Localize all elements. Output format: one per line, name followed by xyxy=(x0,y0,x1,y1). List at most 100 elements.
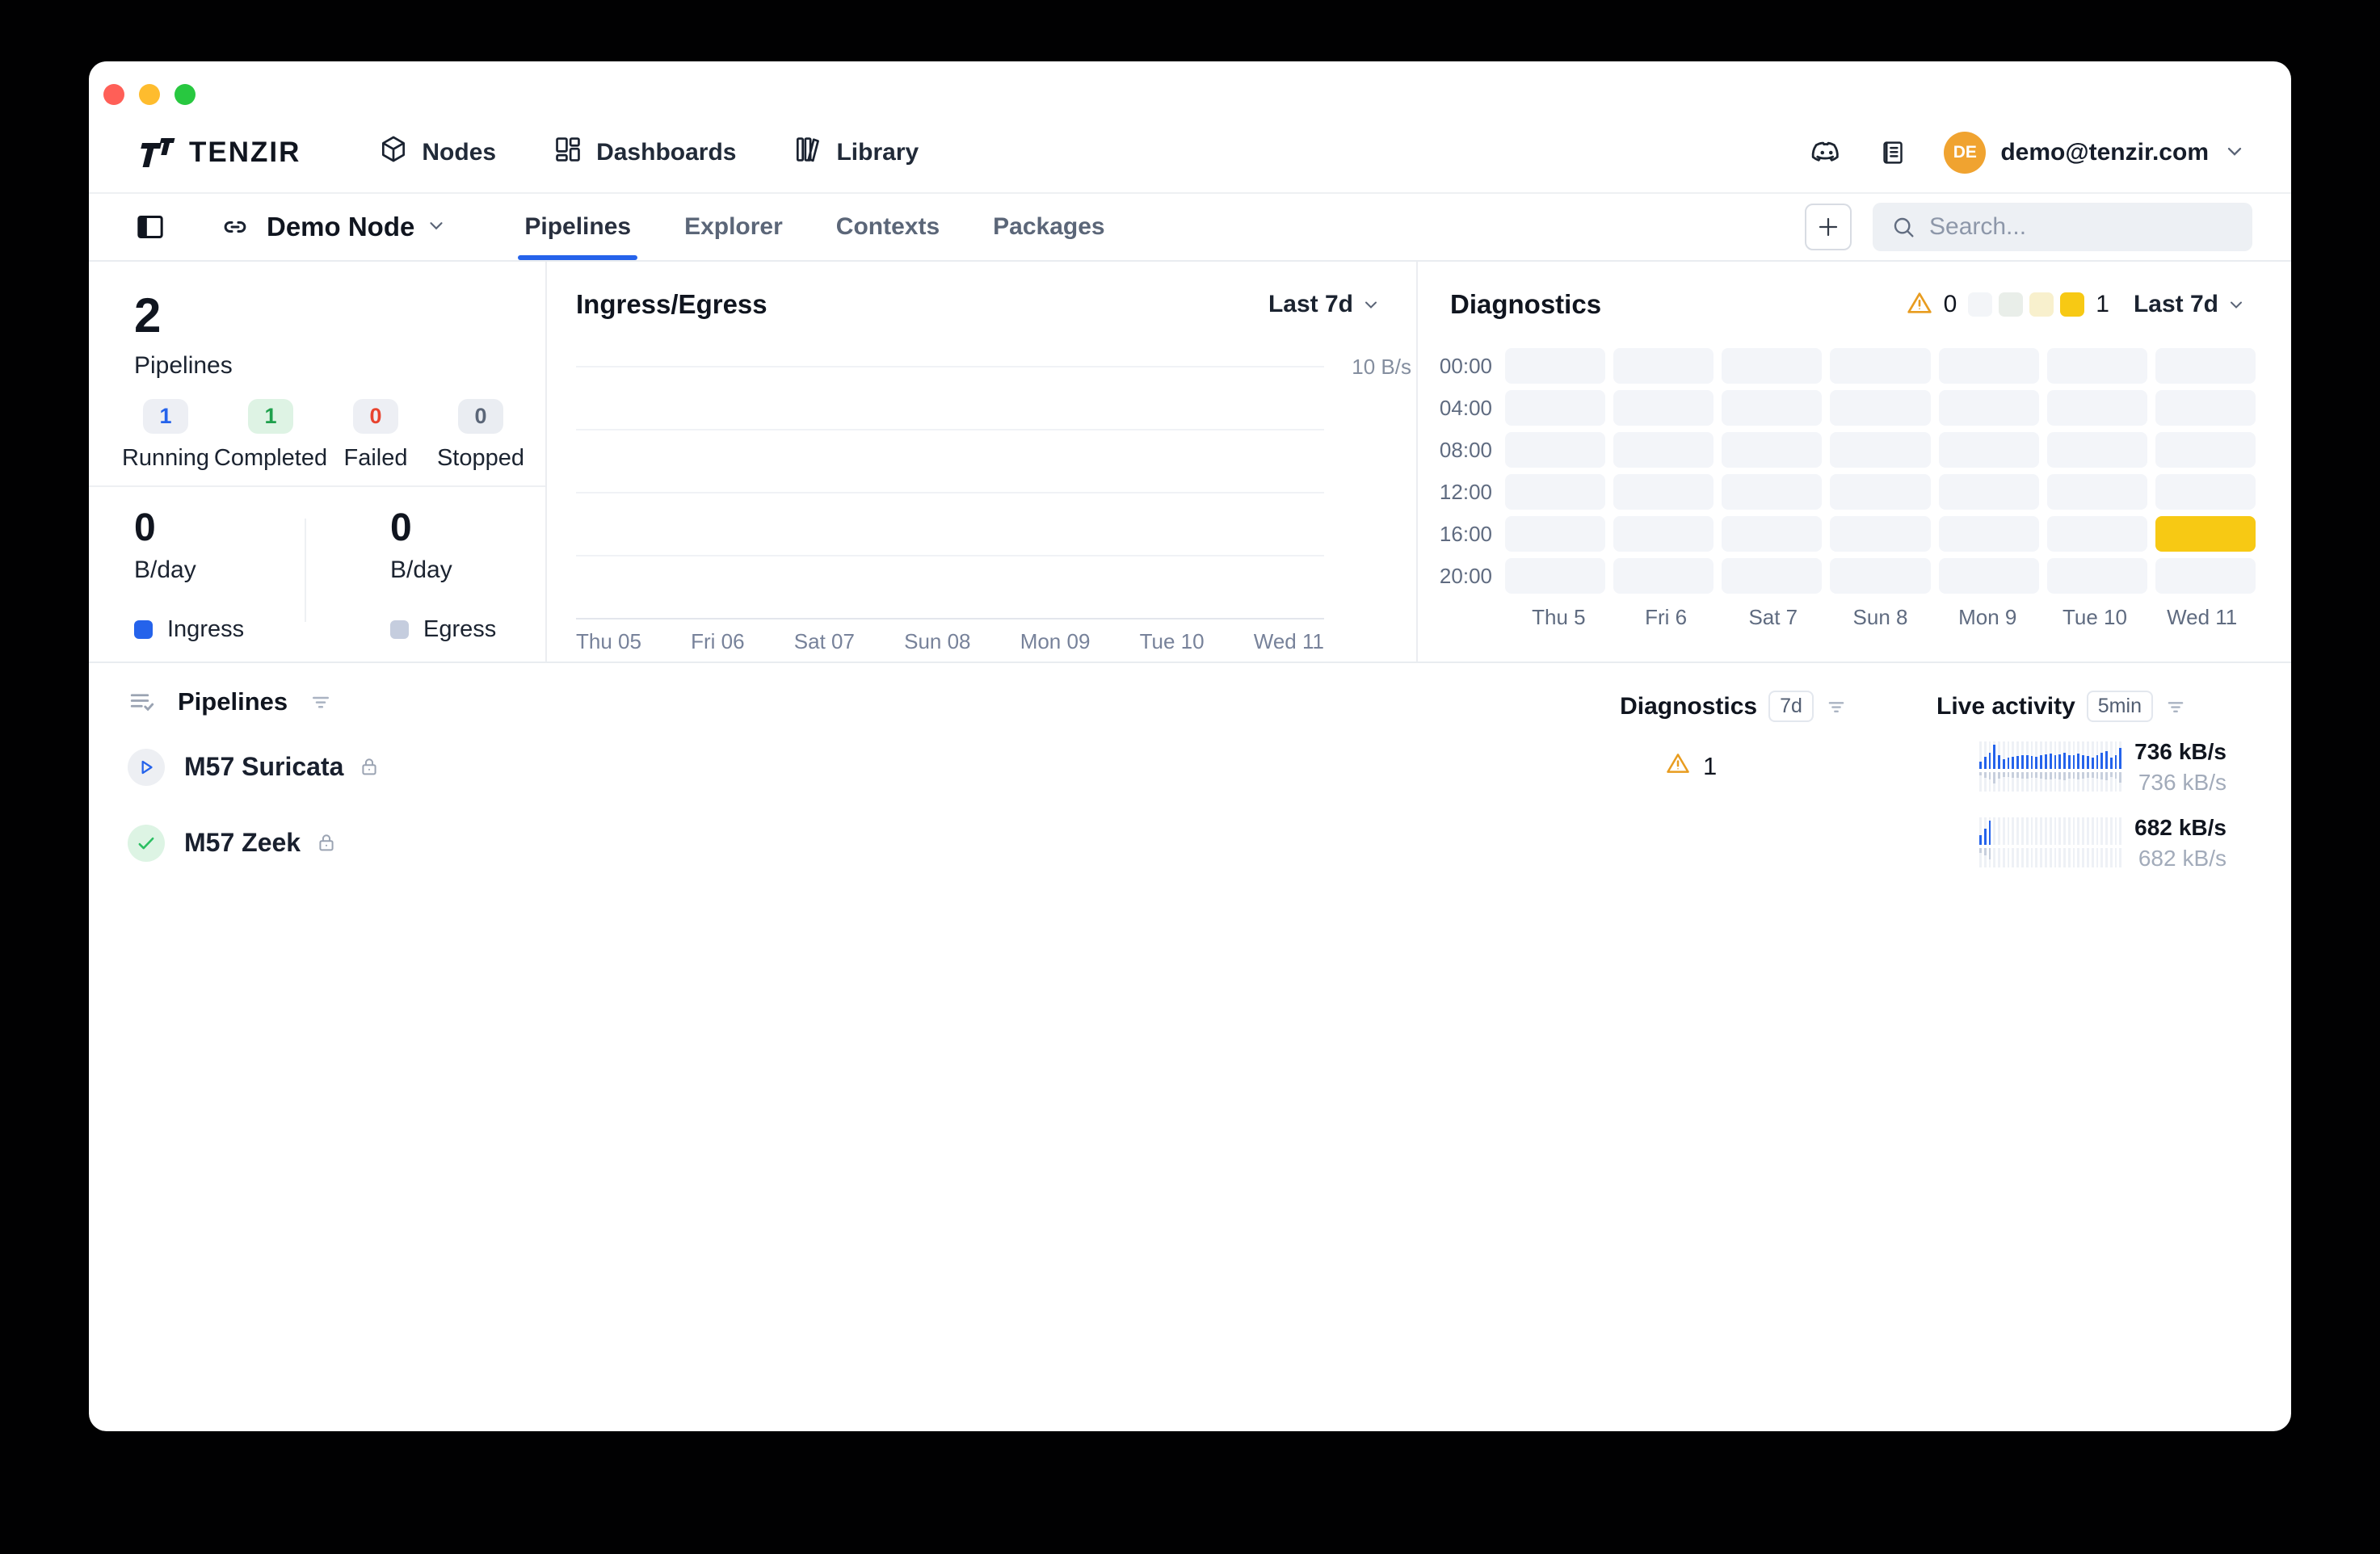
diagnostics-panel: Diagnostics 0 1 Last 7d xyxy=(1416,262,2291,662)
select-all-icon[interactable] xyxy=(128,687,157,716)
diagnostics-cell[interactable] xyxy=(1505,390,1606,426)
user-menu[interactable]: DE demo@tenzir.com xyxy=(1944,132,2246,174)
diagnostics-cell[interactable] xyxy=(1613,558,1714,594)
diagnostics-cell[interactable] xyxy=(1830,516,1931,552)
diagnostics-cell[interactable] xyxy=(1722,516,1823,552)
diagnostics-cell[interactable] xyxy=(1505,474,1606,510)
diagnostics-cell[interactable] xyxy=(1613,474,1714,510)
status-completed: 1 Completed xyxy=(214,399,327,472)
warning-count: 1 xyxy=(1703,752,1718,780)
filter-icon[interactable] xyxy=(1825,695,1848,718)
diagnostics-cell[interactable] xyxy=(1938,348,2039,384)
diagnostics-cell[interactable] xyxy=(1613,390,1714,426)
diagnostics-cell[interactable] xyxy=(2046,558,2147,594)
pipeline-count: 2 xyxy=(134,288,162,342)
x-tick: Sat 07 xyxy=(793,629,855,653)
diagnostics-cell[interactable] xyxy=(2155,432,2256,468)
diagnostics-cell[interactable] xyxy=(1722,474,1823,510)
add-pipeline-button[interactable] xyxy=(1805,204,1852,250)
nav-item-nodes[interactable]: Nodes xyxy=(378,134,496,171)
diagnostics-cell[interactable] xyxy=(1830,348,1931,384)
node-selector[interactable]: Demo Node xyxy=(220,212,447,242)
status-stopped: 0 Stopped xyxy=(428,399,533,472)
chart-range-select[interactable]: Last 7d xyxy=(1268,291,1381,318)
x-tick: Mon 09 xyxy=(1020,629,1091,653)
diagnostics-cell[interactable] xyxy=(1938,432,2039,468)
diagnostics-cell[interactable] xyxy=(2046,432,2147,468)
diagnostics-cell[interactable] xyxy=(1505,558,1606,594)
diagnostics-cell[interactable] xyxy=(2046,348,2147,384)
diagnostics-cell[interactable] xyxy=(2046,516,2147,552)
diagnostics-cell[interactable] xyxy=(2155,390,2256,426)
main-nav: Nodes Dashboards Library xyxy=(378,134,919,171)
diagnostics-cell[interactable] xyxy=(2155,348,2256,384)
diagnostics-cell[interactable] xyxy=(1938,390,2039,426)
tab-pipelines[interactable]: Pipelines xyxy=(518,194,637,260)
diagnostics-title: Diagnostics xyxy=(1450,289,1602,319)
status-label: Running xyxy=(121,445,210,471)
diagnostics-cell[interactable] xyxy=(2155,558,2256,594)
close-window-button[interactable] xyxy=(103,84,124,105)
legend-egress: Egress xyxy=(390,616,496,643)
diagnostics-cell[interactable] xyxy=(2155,474,2256,510)
heatmap-col-label: Tue 10 xyxy=(2062,605,2127,629)
diagnostics-heatmap-row: 04:00 xyxy=(1418,390,2256,426)
play-icon[interactable] xyxy=(128,749,165,786)
diagnostics-heatmap-row: 20:00 xyxy=(1418,558,2256,594)
diagnostics-scale-swatch xyxy=(1999,292,2024,317)
diagnostics-cell[interactable] xyxy=(2046,474,2147,510)
x-tick: Wed 11 xyxy=(1253,629,1324,653)
nav-item-dashboards[interactable]: Dashboards xyxy=(553,134,736,171)
header-right: DE demo@tenzir.com xyxy=(1810,132,2246,174)
diagnostics-cell[interactable] xyxy=(1613,516,1714,552)
zoom-window-button[interactable] xyxy=(175,84,196,105)
pipeline-row[interactable]: M57 Suricata 1 736 kB/s 736 kB/s xyxy=(89,729,2291,804)
diagnostics-cell[interactable] xyxy=(1830,474,1931,510)
user-email: demo@tenzir.com xyxy=(2000,139,2209,166)
x-tick: Sun 08 xyxy=(904,629,971,653)
x-tick: Thu 05 xyxy=(576,629,641,653)
filter-icon[interactable] xyxy=(2164,695,2187,718)
diagnostics-cell[interactable] xyxy=(1938,558,2039,594)
tab-contexts[interactable]: Contexts xyxy=(835,213,940,240)
gridline xyxy=(576,492,1324,494)
diagnostics-cell[interactable] xyxy=(2155,516,2256,552)
lock-icon xyxy=(315,831,338,854)
diagnostics-cell[interactable] xyxy=(1505,432,1606,468)
diagnostics-cell[interactable] xyxy=(1722,432,1823,468)
diagnostics-cell[interactable] xyxy=(1613,432,1714,468)
check-icon[interactable] xyxy=(128,825,165,862)
tab-explorer[interactable]: Explorer xyxy=(684,213,783,240)
docs-icon[interactable] xyxy=(1879,137,1908,168)
minimize-window-button[interactable] xyxy=(139,84,160,105)
filter-icon[interactable] xyxy=(309,690,333,714)
diagnostics-cell[interactable] xyxy=(1830,558,1931,594)
live-activity-column-header: Live activity xyxy=(1936,692,2075,720)
diagnostics-cell[interactable] xyxy=(1830,432,1931,468)
rate-primary: 682 kB/s xyxy=(2134,815,2227,840)
diagnostics-cell[interactable] xyxy=(1722,390,1823,426)
diagnostics-cell[interactable] xyxy=(1830,390,1931,426)
sidebar-toggle-icon[interactable] xyxy=(134,211,166,243)
search-input[interactable] xyxy=(1873,203,2252,251)
tab-packages[interactable]: Packages xyxy=(993,213,1105,240)
diagnostics-cell[interactable] xyxy=(1505,348,1606,384)
discord-icon[interactable] xyxy=(1810,139,1844,166)
diagnostics-cell[interactable] xyxy=(1613,348,1714,384)
live-activity-rate: 682 kB/s 682 kB/s xyxy=(2121,815,2227,872)
pipeline-row[interactable]: M57 Zeek 682 kB/s 682 kB/s xyxy=(89,804,2291,880)
warning-icon xyxy=(1666,752,1690,781)
heatmap-col-label: Sat 7 xyxy=(1748,605,1798,629)
diagnostics-cell[interactable] xyxy=(1938,474,2039,510)
legend-label: Ingress xyxy=(167,616,245,642)
diagnostics-range-select[interactable]: Last 7d xyxy=(2134,291,2246,318)
diagnostics-cell[interactable] xyxy=(1722,558,1823,594)
diagnostics-cell[interactable] xyxy=(1722,348,1823,384)
nav-item-library[interactable]: Library xyxy=(793,134,919,171)
diagnostics-cell[interactable] xyxy=(2046,390,2147,426)
diagnostics-cell[interactable] xyxy=(1938,516,2039,552)
diagnostics-cell[interactable] xyxy=(1505,516,1606,552)
diagnostics-scale-swatch xyxy=(2060,292,2085,317)
chevron-down-icon xyxy=(2223,140,2246,166)
gridline xyxy=(576,555,1324,556)
